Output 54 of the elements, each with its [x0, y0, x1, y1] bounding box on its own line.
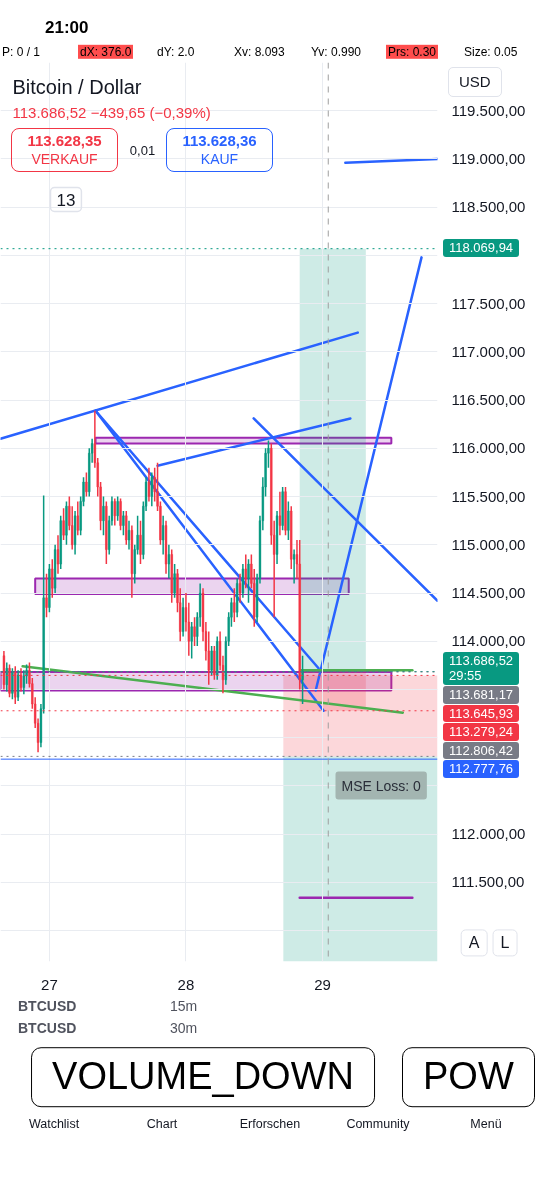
text: Chart — [146, 1116, 178, 1132]
ref-line-label: 113.645,93 — [443, 704, 520, 723]
ref-line-label: 113.279,24 — [443, 723, 520, 741]
x-tick-label: 28 — [177, 975, 195, 993]
text: 30m — [170, 1019, 198, 1037]
y-tick-label: 112.000,00 — [451, 825, 526, 843]
annotation: KAUF — [199, 150, 240, 169]
text: POW — [402, 1047, 535, 1107]
text: 113.686,52 −439,65 (−0,39%) — [12, 104, 211, 121]
y-tick-label: 114.000,00 — [451, 632, 526, 650]
annotation: 0,01 — [129, 143, 156, 158]
text: 15m — [170, 997, 198, 1015]
text: 21:00 — [45, 17, 89, 39]
annotation: 113.628,35 — [26, 131, 103, 151]
text: L — [492, 929, 518, 957]
text: Size: 0.05 — [464, 44, 518, 60]
ref-line-label: 113.681,17 — [443, 685, 520, 704]
y-tick-label: 119.000,00 — [451, 149, 526, 167]
text: dX: 376.0 — [78, 44, 134, 60]
text: Xv: 8.093 — [234, 44, 285, 60]
annotation: 13 — [56, 190, 76, 210]
y-tick-label: 114.500,00 — [451, 584, 526, 602]
text: USD — [448, 67, 502, 97]
x-tick-label: 29 — [314, 975, 331, 993]
y-tick-label: 116.500,00 — [451, 391, 526, 409]
text: Yv: 0.990 — [311, 44, 362, 60]
text: Community — [346, 1116, 410, 1132]
text: Bitcoin / Dollar — [12, 75, 142, 98]
annotation: 113.628,36 — [181, 131, 258, 151]
y-tick-label: 119.500,00 — [451, 101, 526, 119]
y-tick-label: 111.500,00 — [451, 873, 525, 891]
text: BTCUSD — [18, 1019, 77, 1037]
y-tick-label: 116.000,00 — [451, 439, 526, 457]
y-tick-label: 117.000,00 — [451, 342, 526, 360]
text: dY: 2.0 — [157, 44, 195, 60]
text: Erforschen — [239, 1116, 301, 1132]
ref-line-label: 112.777,76 — [443, 760, 520, 778]
y-tick-label: 115.000,00 — [451, 535, 526, 553]
text: VOLUME_DOWN — [31, 1047, 375, 1107]
y-tick-label: 115.500,00 — [451, 487, 526, 505]
text: Watchlist — [28, 1116, 80, 1132]
ref-line-label: 112.806,42 — [443, 741, 520, 760]
text: Menü — [470, 1116, 502, 1132]
text: P: 0 / 1 — [2, 44, 41, 60]
text: BTCUSD — [18, 997, 77, 1015]
ref-line-label: 118.069,94 — [443, 239, 520, 257]
x-tick-label: 27 — [41, 975, 58, 993]
text: A — [460, 929, 488, 957]
y-tick-label: 118.500,00 — [451, 198, 526, 216]
annotation: VERKAUF — [30, 150, 99, 169]
annotation: MSE Loss: 0 — [341, 777, 422, 794]
y-tick-label: 117.500,00 — [451, 294, 526, 312]
ref-line-label: 113.686,52 29:55 — [443, 651, 520, 685]
text: Prs: 0.30 — [386, 44, 439, 60]
